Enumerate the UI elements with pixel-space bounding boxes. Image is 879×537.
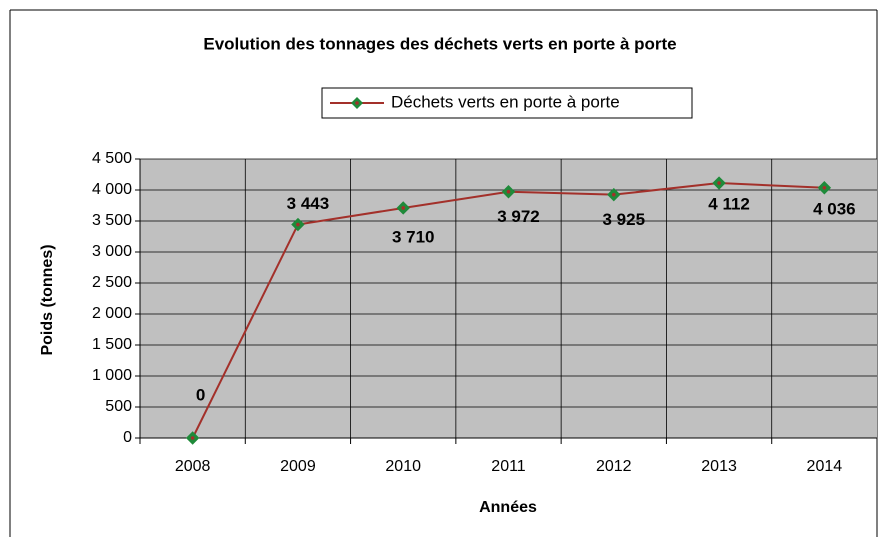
data-point-center [717, 181, 721, 185]
y-axis-label: Poids (tonnes) [39, 244, 56, 355]
legend-label: Déchets verts en porte à porte [391, 92, 620, 111]
data-point-center [296, 222, 300, 227]
x-tick-label: 2014 [807, 458, 843, 475]
data-label: 4 112 [708, 195, 750, 214]
y-tick-label: 1 500 [92, 336, 132, 353]
x-tick-label: 2009 [280, 458, 316, 475]
x-tick-label: 2010 [385, 458, 421, 475]
data-point-center [611, 192, 616, 197]
chart-title: Evolution des tonnages des déchets verts… [203, 34, 676, 53]
y-tick-label: 3 500 [92, 212, 132, 229]
x-tick-label: 2008 [175, 458, 211, 475]
data-label: 4 036 [813, 199, 856, 218]
data-label: 3 443 [287, 194, 330, 213]
data-label: 3 972 [497, 207, 540, 226]
data-label: 0 [196, 385, 205, 404]
x-tick-label: 2013 [701, 458, 737, 475]
data-label: 3 925 [603, 210, 646, 229]
x-tick-label: 2011 [491, 458, 526, 475]
y-tick-label: 4 500 [92, 150, 132, 167]
y-tick-label: 3 000 [92, 243, 132, 260]
x-axis-label: Années [479, 499, 537, 516]
y-tick-label: 1 000 [92, 367, 132, 384]
y-tick-label: 0 [123, 429, 132, 446]
y-tick-label: 500 [105, 398, 132, 415]
legend-marker-center [355, 101, 359, 105]
x-tick-label: 2012 [596, 458, 632, 475]
data-point-center [506, 189, 511, 194]
y-tick-label: 2 000 [92, 305, 132, 322]
data-point-center [822, 185, 827, 190]
y-tick-label: 2 500 [92, 274, 132, 291]
data-point-center [401, 206, 406, 210]
y-tick-label: 4 000 [92, 181, 132, 198]
plot-area [140, 159, 877, 438]
data-label: 3 710 [392, 227, 435, 246]
data-point-center [190, 436, 195, 440]
